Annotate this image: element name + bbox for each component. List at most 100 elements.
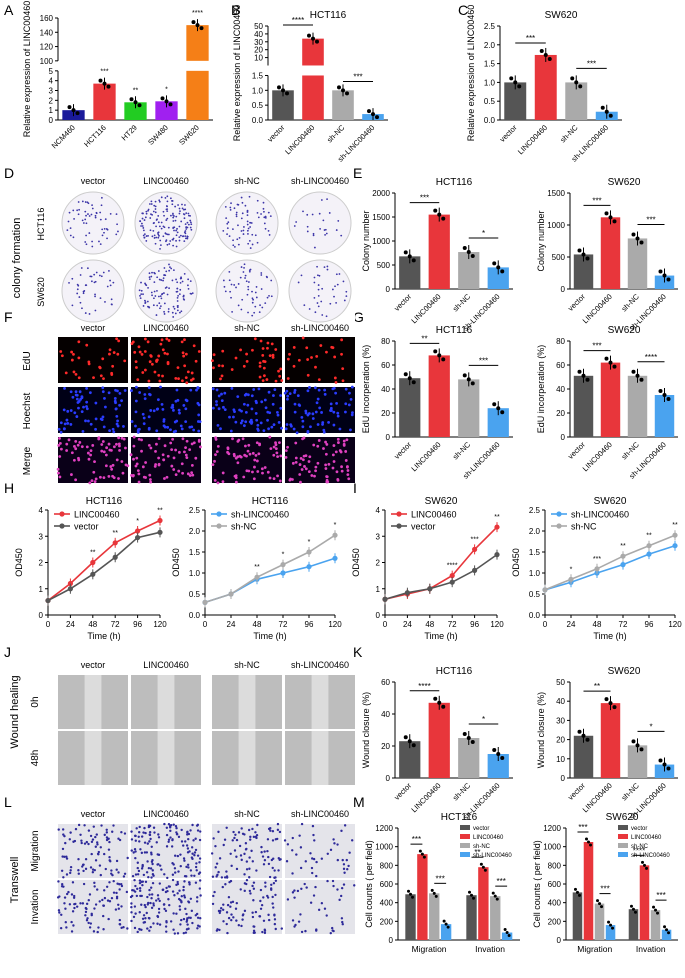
- edu-cell: [134, 464, 138, 468]
- colony-dot: [176, 300, 179, 302]
- edu-cell: [144, 461, 147, 464]
- chart-h1-x-tick-label: 0: [46, 620, 51, 629]
- colony-dot: [94, 214, 97, 217]
- colony-dot: [256, 199, 259, 202]
- panel-letter-f: F: [4, 309, 13, 325]
- chart-m1-y-tick-label: 800: [380, 861, 394, 870]
- chart-a-y-axis-label: Relative expression of LINC00460: [22, 1, 32, 138]
- transwell-cell: [196, 927, 199, 930]
- chart-g2-y-tick-label: 0: [561, 433, 566, 442]
- chart-b-x-tick-label: vector: [266, 123, 287, 144]
- edu-cell: [347, 477, 351, 481]
- chart-h1-x-tick-label: 48: [88, 620, 97, 629]
- transwell-cell: [260, 851, 263, 854]
- colony-dot: [105, 228, 108, 230]
- chart-h1-legend-label: LINC00460: [74, 510, 120, 520]
- transwell-cell: [251, 915, 255, 919]
- colony-dot: [157, 270, 160, 272]
- chart-m1-data-point: [479, 862, 483, 866]
- colony-dot: [335, 229, 338, 231]
- chart-h1-sig-label: **: [157, 508, 163, 515]
- edu-cell: [334, 380, 338, 384]
- edu-cell: [324, 467, 328, 470]
- chart-i1-y-tick-label: 0: [376, 611, 381, 620]
- chart-h1-y-tick-label: 4: [39, 506, 44, 515]
- chart-k1-bar: [458, 738, 480, 778]
- colony-dot: [141, 222, 143, 225]
- edu-cell: [298, 473, 302, 476]
- transwell-cell: [183, 896, 187, 899]
- transwell-cell: [146, 860, 149, 863]
- transwell-cell: [263, 850, 266, 853]
- chart-c-data-point: [570, 76, 575, 81]
- edu-cell: [266, 346, 269, 350]
- edu-cell: [221, 364, 225, 368]
- chart-g1-y-tick-label: 80: [381, 337, 390, 346]
- edu-cell: [178, 411, 181, 415]
- transwell-cell: [263, 928, 266, 931]
- chart-i2-data-point: [646, 543, 652, 549]
- chart-m1-legend-swatch: [460, 852, 470, 857]
- chart-i2-y-tick-label: 2.5: [529, 506, 541, 515]
- colony-dot: [110, 298, 113, 301]
- chart-m2-data-point: [577, 893, 581, 897]
- transwell-cell: [168, 903, 171, 907]
- colony-dot: [313, 296, 316, 299]
- colony-dot: [100, 196, 103, 199]
- chart-k2-y-tick-label: 30: [556, 716, 565, 725]
- transwell-cell: [336, 888, 339, 891]
- colony-dot: [145, 284, 148, 287]
- transwell-cell: [196, 896, 199, 899]
- colony-dot: [109, 212, 112, 215]
- colony-dot: [165, 208, 168, 211]
- edu-cell: [171, 405, 175, 409]
- edu-cell: [78, 441, 82, 444]
- chart-i1-data-point: [494, 524, 500, 530]
- transwell-cell: [225, 922, 228, 926]
- edu-cell: [274, 379, 278, 383]
- edu-cell: [185, 381, 189, 385]
- colony-dot: [165, 286, 168, 289]
- colony-dot: [251, 233, 254, 236]
- chart-m1-x-tick-label: Invation: [475, 944, 505, 954]
- edu-cell: [92, 376, 95, 380]
- transwell-cell: [182, 885, 185, 889]
- transwell-cell: [332, 838, 335, 841]
- edu-cell: [279, 394, 282, 397]
- chart-a-bar: [124, 102, 147, 120]
- edu-cell: [261, 471, 264, 475]
- transwell-cell: [188, 881, 191, 884]
- edu-cell: [215, 403, 218, 407]
- transwell-cell: [240, 924, 243, 928]
- transwell-cell: [187, 900, 190, 903]
- chart-h1-y-tick-label: 2: [39, 559, 44, 568]
- edu-image: [58, 337, 128, 383]
- colony-dot: [84, 210, 87, 213]
- edu-cell: [112, 351, 116, 354]
- transwell-cell: [115, 897, 119, 900]
- edu-cell: [236, 395, 240, 399]
- transwell-cell: [227, 895, 231, 899]
- chart-e1-y-tick-label: 2000: [372, 189, 390, 198]
- colony-dot: [157, 231, 160, 234]
- transwell-cell: [191, 857, 194, 861]
- chart-i2-sig-label: *: [570, 566, 573, 573]
- edu-cell: [307, 412, 311, 415]
- chart-m1-bar: [490, 896, 501, 940]
- edu-cell: [157, 437, 161, 440]
- edu-cell: [317, 378, 321, 382]
- edu-image: [131, 337, 201, 383]
- colony-dot: [345, 290, 348, 293]
- chart-m1-legend-swatch: [460, 825, 470, 830]
- colony-dot: [163, 273, 166, 276]
- edu-cell: [117, 339, 121, 343]
- colony-dot: [154, 200, 157, 203]
- edu-cell: [163, 444, 167, 448]
- transwell-cell: [342, 863, 346, 866]
- edu-cell: [301, 336, 305, 340]
- edu-cell: [99, 475, 102, 479]
- transwell-cell: [239, 888, 242, 891]
- transwell-cell: [65, 926, 68, 929]
- chart-i2-legend-label: sh-LINC00460: [571, 510, 629, 520]
- chart-b-data-point: [375, 115, 379, 120]
